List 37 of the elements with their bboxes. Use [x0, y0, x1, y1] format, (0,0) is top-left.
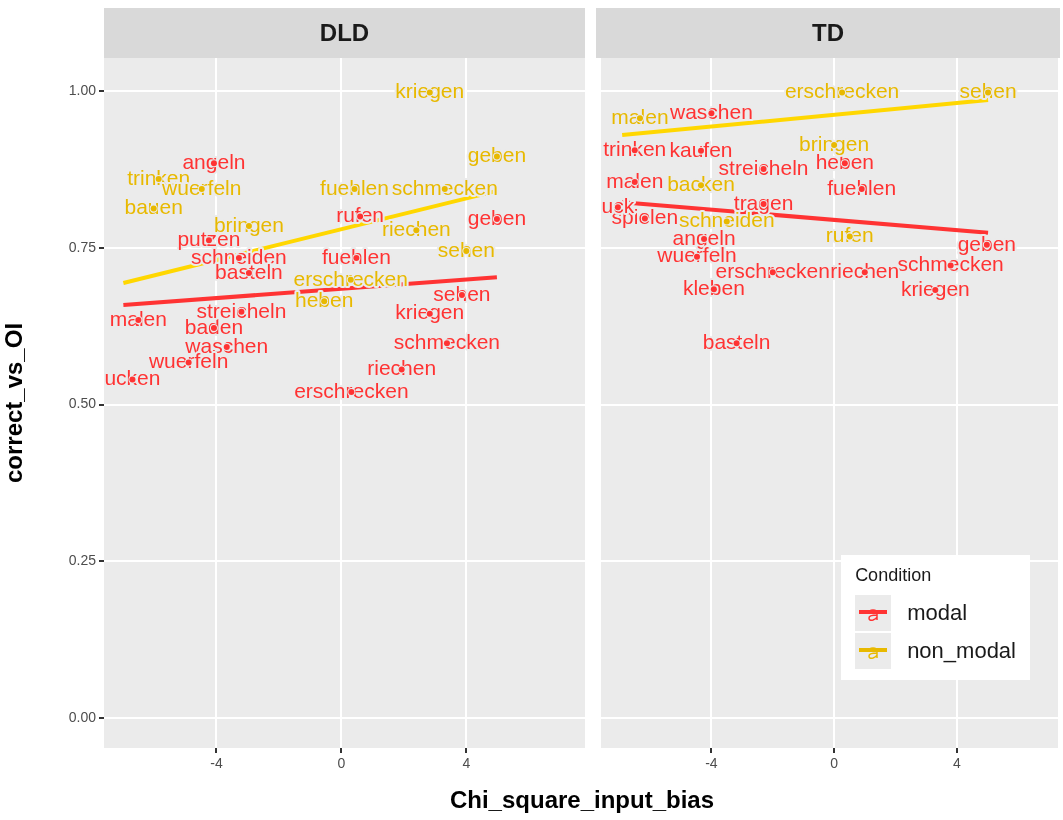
x-tick-label: 0 — [830, 755, 839, 772]
x-tick-label: -4 — [705, 755, 718, 772]
data-label: geben — [467, 205, 527, 229]
data-label: fuehlen — [827, 175, 897, 199]
legend-title: Condition — [855, 565, 933, 586]
data-label: bauen — [124, 195, 183, 219]
y-tick-label: 0.00 — [68, 708, 97, 725]
data-label: schmecken — [391, 175, 498, 199]
data-label: erschrecken — [294, 378, 409, 402]
data-label: geben — [467, 143, 527, 167]
x-tick-label: -4 — [210, 755, 223, 772]
chart-title: DLD — [104, 8, 585, 58]
y-axis-title: correct_vs_OI — [0, 322, 28, 484]
data-label: erschrecken — [784, 79, 900, 103]
legend-label: modal — [907, 600, 968, 626]
y-tick-label: 0.25 — [68, 552, 97, 569]
y-tick-label: 1.00 — [68, 82, 97, 99]
y-tick-label: 0.75 — [68, 238, 97, 255]
data-label: waschen — [668, 99, 753, 123]
data-label: fuehlen — [321, 244, 391, 268]
data-label: sehen — [437, 237, 495, 261]
x-tick-label: 4 — [952, 755, 961, 772]
data-label: heben — [294, 287, 354, 311]
x-tick-label: 0 — [337, 755, 346, 772]
x-axis-title: Chi_square_input_bias — [449, 786, 715, 814]
chart-title: TD — [596, 8, 1060, 58]
data-label: geben — [957, 231, 1017, 255]
x-tick-label: 4 — [462, 755, 471, 772]
data-label: sehen — [959, 79, 1017, 103]
data-label: kriegen — [900, 276, 970, 300]
legend-label: non_modal — [907, 638, 1016, 664]
data-label: kaufen — [669, 137, 733, 161]
data-label: fuehlen — [320, 175, 389, 199]
y-tick-label: 0.50 — [68, 395, 97, 412]
data-label: kriegen — [395, 79, 465, 103]
data-label: erschrecken — [293, 266, 408, 290]
data-label: schmecken — [393, 329, 501, 353]
